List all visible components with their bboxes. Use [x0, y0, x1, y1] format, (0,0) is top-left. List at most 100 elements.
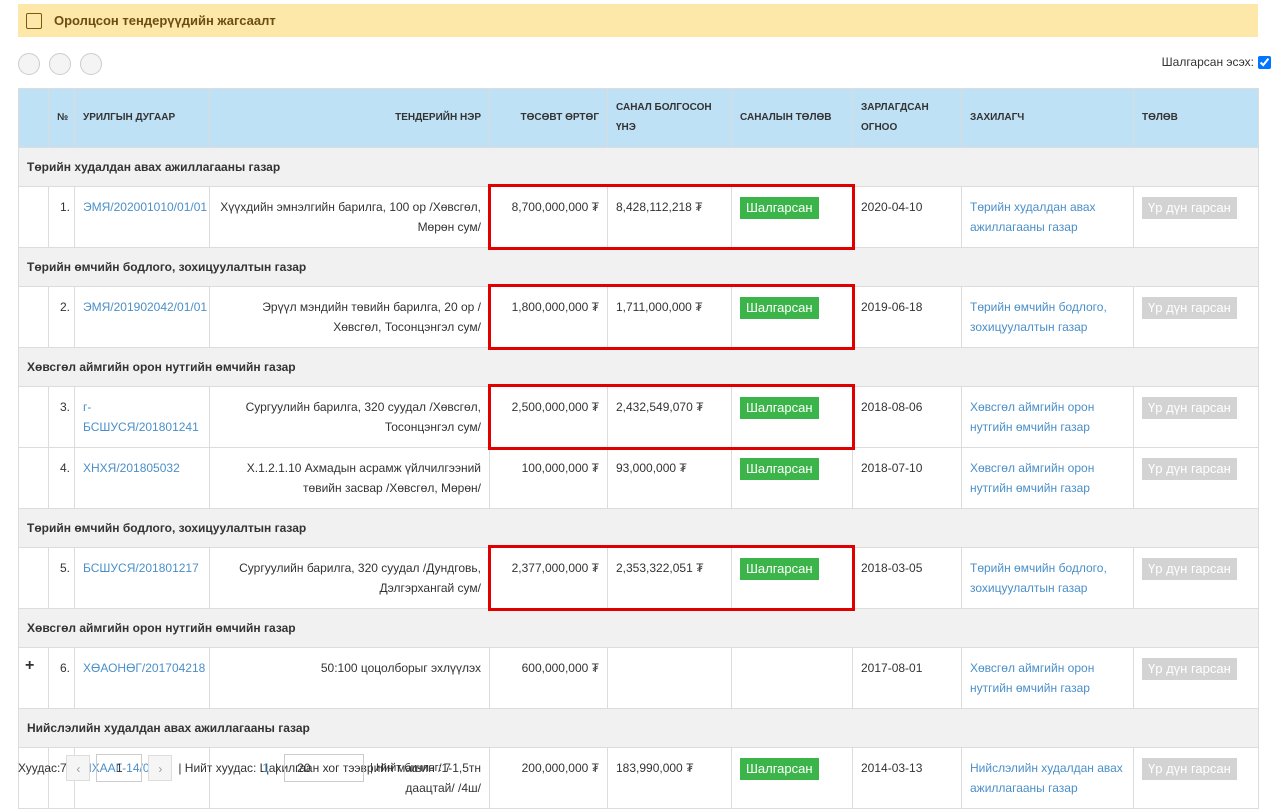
highlight-box: [487, 283, 855, 350]
row-number: 6.: [48, 647, 75, 709]
result-cell: Үр дүн гарсан: [1133, 747, 1259, 809]
status-cell: [731, 647, 853, 709]
date: 2018-03-05: [852, 547, 962, 609]
data-row: 5. БСШУСЯ/201801217 Сургуулийн барилга, 32…: [18, 547, 1259, 609]
client-cell: Төрийн өмчийн бодлого, зохицуулалтын газ…: [961, 547, 1134, 609]
client-link[interactable]: Нийслэлийн худалдан авах ажиллагааны газ…: [970, 761, 1123, 795]
code-link[interactable]: БСШУСЯ/201801217: [83, 561, 199, 575]
tender-name: Сургуулийн барилга, 320 суудал /Хөвсгөл,…: [209, 386, 490, 448]
tender-table: № УРИЛГЫН ДУГААР ТЕНДЕРИЙН НЭР ТӨСӨВТ ӨРТӨГ…: [18, 88, 1259, 809]
column-header: ТӨСӨВТ ӨРТӨГ: [489, 88, 608, 148]
expand-cell: [18, 386, 49, 448]
data-row: 1. ЭМЯ/202001010/01/01 Хүүхдийн эмнэлгийн …: [18, 186, 1259, 248]
status-badge[interactable]: Шалгарсан: [740, 458, 819, 480]
status-badge[interactable]: Шалгарсан: [740, 397, 819, 419]
group-row: Төрийн өмчийн бодлого, зохицуулалтын газ…: [18, 247, 1259, 287]
column-header: №: [48, 88, 75, 148]
client-cell: Хөвсгөл аймгийн орон нутгийн өмчийн газа…: [961, 386, 1134, 448]
code-link[interactable]: ХӨАОНӨГ/201704218: [83, 661, 206, 675]
row-number: 4.: [48, 447, 75, 509]
column-header: ЗАХИЛАГЧ: [961, 88, 1134, 148]
column-header: ТӨЛӨВ: [1133, 88, 1259, 148]
client-link[interactable]: Хөвсгөл аймгийн орон нутгийн өмчийн газа…: [970, 661, 1095, 695]
column-header: САНАЛ БОЛГОСОН ҮНЭ: [607, 88, 732, 148]
status-badge[interactable]: Шалгарсан: [740, 758, 819, 780]
client-link[interactable]: Төрийн өмчийн бодлого, зохицуулалтын газ…: [970, 300, 1107, 334]
data-row: 7. НХААГ-14/0074. Цахилгаан хог тээврийн м…: [18, 747, 1259, 809]
date: 2017-08-01: [852, 647, 962, 709]
group-name: Төрийн өмчийн бодлого, зохицуулалтын газ…: [18, 247, 1259, 287]
filter-checkbox[interactable]: [1258, 55, 1271, 69]
records-label: | Нийт бичлэг: 7: [370, 762, 451, 774]
code-link[interactable]: ЭМЯ/202001010/01/01: [83, 200, 208, 214]
page-input[interactable]: 1: [96, 754, 143, 782]
client-link[interactable]: Хөвсгөл аймгийн орон нутгийн өмчийн газа…: [970, 461, 1095, 495]
row-number: 5.: [48, 547, 75, 609]
budget: 600,000,000 ₮: [489, 647, 608, 709]
highlight-box: [487, 383, 855, 450]
offer: 2,353,322,051 ₮: [607, 547, 732, 609]
status-cell: Шалгарсан: [731, 286, 853, 348]
result-cell: Үр дүн гарсан: [1133, 547, 1259, 609]
date: 2020-04-10: [852, 186, 962, 248]
code-link[interactable]: ЭМЯ/201902042/01/01: [83, 300, 208, 314]
header-title: Оролцсон тендерүүдийн жагсаалт: [54, 13, 276, 28]
total-pages-label: | Нийт хуудас:: [178, 761, 257, 775]
status-cell: Шалгарсан: [731, 547, 853, 609]
group-name: Хөвсгөл аймгийн орон нутгийн өмчийн газа…: [18, 608, 1259, 648]
column-header: УРИЛГЫН ДУГААР: [74, 88, 210, 148]
code-link[interactable]: ХНХЯ/201805032: [83, 461, 180, 475]
result-button[interactable]: Үр дүн гарсан: [1142, 558, 1237, 580]
budget: 100,000,000 ₮: [489, 447, 608, 509]
group-row: Хөвсгөл аймгийн орон нутгийн өмчийн газа…: [18, 608, 1259, 648]
result-cell: Үр дүн гарсан: [1133, 647, 1259, 709]
client-link[interactable]: Төрийн өмчийн бодлого, зохицуулалтын газ…: [970, 561, 1107, 595]
toolbar-button[interactable]: [49, 53, 71, 75]
code-cell: БСШУСЯ/201801217: [74, 547, 210, 609]
result-button[interactable]: Үр дүн гарсан: [1142, 297, 1237, 319]
client-link[interactable]: Хөвсгөл аймгийн орон нутгийн өмчийн газа…: [970, 400, 1095, 434]
code-cell: ХНХЯ/201805032: [74, 447, 210, 509]
result-cell: Үр дүн гарсан: [1133, 447, 1259, 509]
status-badge[interactable]: Шалгарсан: [740, 297, 819, 319]
header-icon: [26, 12, 42, 29]
total-pages[interactable]: 1: [262, 761, 270, 775]
client-cell: Хөвсгөл аймгийн орон нутгийн өмчийн газа…: [961, 647, 1134, 709]
tender-name: Сургуулийн барилга, 320 суудал /Дундговь…: [209, 547, 490, 609]
client-cell: Төрийн худалдан авах ажиллагааны газар: [961, 186, 1134, 248]
status-badge[interactable]: Шалгарсан: [740, 558, 819, 580]
row-number: 2.: [48, 286, 75, 348]
column-header: САНАЛЫН ТӨЛӨВ: [731, 88, 853, 148]
status-cell: Шалгарсан: [731, 186, 853, 248]
toolbar-button[interactable]: [18, 53, 40, 75]
group-name: Төрийн худалдан авах ажиллагааны газар: [18, 147, 1259, 187]
code-link[interactable]: г-БСШУСЯ/201801241: [83, 400, 199, 434]
separator: |: [275, 761, 279, 775]
expand-cell: [18, 286, 49, 348]
offer: [607, 647, 732, 709]
result-button[interactable]: Үр дүн гарсан: [1142, 458, 1237, 480]
status-badge[interactable]: Шалгарсан: [740, 197, 819, 219]
result-button[interactable]: Үр дүн гарсан: [1142, 658, 1237, 680]
data-row: +6. ХӨАОНӨГ/201704218 50:100 цоцолборыг эх…: [18, 647, 1259, 709]
offer: 93,000,000 ₮: [607, 447, 732, 509]
next-button[interactable]: ›: [148, 755, 173, 781]
page-size-select[interactable]: 20: [284, 754, 365, 782]
budget: 200,000,000 ₮: [489, 747, 608, 809]
header-bar: Оролцсон тендерүүдийн жагсаалт: [18, 4, 1258, 37]
offer: 1,711,000,000 ₮: [607, 286, 732, 348]
result-button[interactable]: Үр дүн гарсан: [1142, 758, 1237, 780]
expand-cell: [18, 547, 49, 609]
result-button[interactable]: Үр дүн гарсан: [1142, 397, 1237, 419]
result-button[interactable]: Үр дүн гарсан: [1142, 197, 1237, 219]
date: 2014-03-13: [852, 747, 962, 809]
table-body: Төрийн худалдан авах ажиллагааны газар 1.…: [18, 147, 1259, 809]
prev-button[interactable]: ‹: [66, 755, 91, 781]
column-header: ЗАРЛАГДСАН ОГНОО: [852, 88, 962, 148]
client-link[interactable]: Төрийн худалдан авах ажиллагааны газар: [970, 200, 1096, 234]
column-header: ТЕНДЕРИЙН НЭР: [209, 88, 490, 148]
group-row: Төрийн өмчийн бодлого, зохицуулалтын газ…: [18, 508, 1259, 548]
toolbar-button[interactable]: [80, 53, 102, 75]
